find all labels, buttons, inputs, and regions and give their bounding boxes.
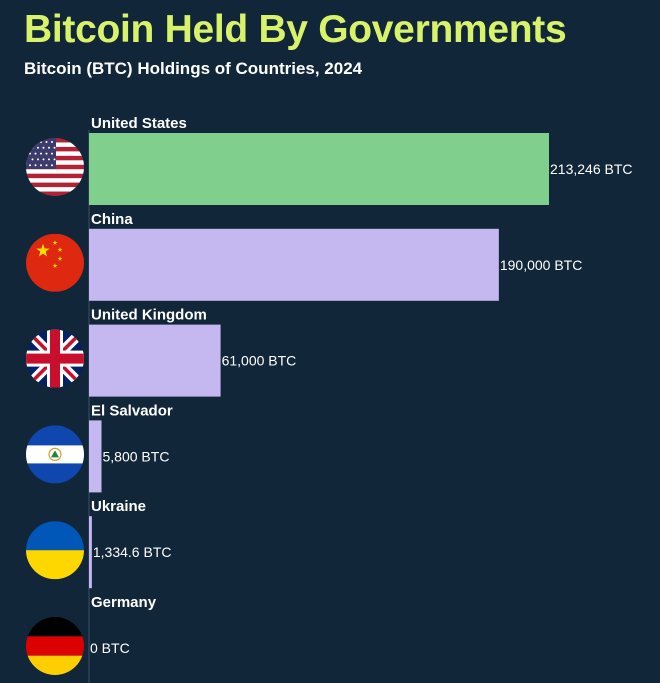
value-label: 190,000 BTC xyxy=(500,257,583,273)
value-label: 5,800 BTC xyxy=(103,448,170,464)
bar xyxy=(89,516,92,589)
ukraine-flag-icon xyxy=(26,521,84,580)
germany-flag-icon xyxy=(26,617,84,675)
chart-subtitle: Bitcoin (BTC) Holdings of Countries, 202… xyxy=(24,59,363,78)
category-label: China xyxy=(91,211,133,228)
bar xyxy=(89,420,102,493)
bars-layer: United States 213,246 BTC China 190,000 BTC… xyxy=(88,115,633,683)
category-label: Ukraine xyxy=(91,498,146,515)
category-label: United States xyxy=(91,115,187,132)
uk-flag-icon xyxy=(26,329,84,388)
category-label: El Salvador xyxy=(91,402,173,419)
category-label: United Kingdom xyxy=(91,307,207,324)
bar xyxy=(89,228,499,301)
bar xyxy=(89,133,549,205)
china-flag-icon xyxy=(26,233,84,292)
us-flag-icon xyxy=(26,138,84,196)
flags-layer xyxy=(26,138,84,675)
value-label: 213,246 BTC xyxy=(550,161,633,177)
category-label: Germany xyxy=(91,594,157,611)
el-salvador-flag-icon xyxy=(26,425,84,484)
chart-title: Bitcoin Held By Governments xyxy=(24,8,567,51)
bar xyxy=(89,324,221,397)
value-label: 1,334.6 BTC xyxy=(93,544,172,560)
value-label: 61,000 BTC xyxy=(222,353,297,369)
value-label: 0 BTC xyxy=(90,640,130,656)
